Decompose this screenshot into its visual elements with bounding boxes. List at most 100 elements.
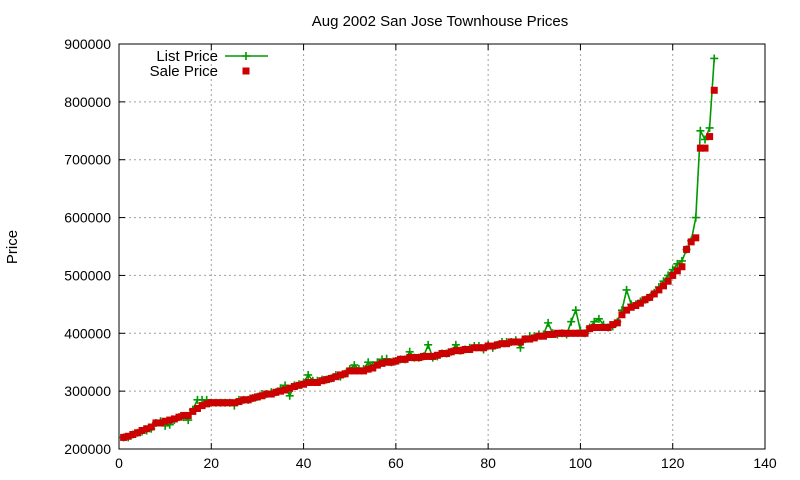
sale-price-point xyxy=(161,417,169,425)
sale-price-point xyxy=(507,338,515,346)
list-price-point xyxy=(594,314,603,323)
sale-price-point xyxy=(540,332,548,340)
list-price-series xyxy=(119,54,719,442)
sale-price-point xyxy=(512,338,520,346)
sale-price-point xyxy=(466,345,474,353)
sale-price-point xyxy=(595,324,603,331)
sale-price-point xyxy=(424,352,432,360)
legend-label-sale-price: Sale Price xyxy=(150,63,218,80)
sale-price-point xyxy=(401,355,409,363)
sale-price-point xyxy=(544,330,552,338)
sale-price-point xyxy=(470,344,478,352)
sale-price-point xyxy=(235,398,243,406)
list-price-point xyxy=(304,370,313,379)
sale-price-point xyxy=(323,376,331,384)
sale-price-point xyxy=(609,321,617,329)
sale-price-point xyxy=(396,355,404,363)
sale-price-point xyxy=(420,352,428,360)
sale-price-point xyxy=(360,367,368,375)
sale-price-point xyxy=(429,352,437,360)
sale-price-point xyxy=(489,342,497,350)
sale-price-point xyxy=(129,431,137,439)
sale-price-point xyxy=(364,365,372,373)
list-price-point xyxy=(622,285,631,294)
sale-price-point xyxy=(503,340,511,348)
sale-price-point xyxy=(673,267,681,275)
sale-price-point xyxy=(452,347,460,355)
sale-price-point xyxy=(212,399,220,407)
y-tick-label: 500000 xyxy=(64,267,111,283)
sale-price-point xyxy=(521,335,529,343)
list-price-point xyxy=(696,126,705,135)
legend-label-list-price: List Price xyxy=(156,48,218,65)
sale-price-point xyxy=(240,396,248,404)
sale-price-point xyxy=(627,303,635,311)
sale-price-point xyxy=(313,378,321,386)
sale-price-point xyxy=(290,383,298,391)
sale-price-point xyxy=(120,433,128,441)
sale-price-point xyxy=(683,245,691,253)
sale-price-point xyxy=(535,332,543,340)
y-tick-label: 400000 xyxy=(64,325,111,341)
list-price-line xyxy=(123,58,715,439)
sale-price-point xyxy=(327,374,335,382)
legend-marker-list-price xyxy=(242,52,250,60)
sale-price-point xyxy=(484,342,492,350)
y-tick-label: 200000 xyxy=(64,441,111,457)
sale-price-point xyxy=(175,413,183,421)
sale-price-point xyxy=(203,400,211,408)
sale-price-point xyxy=(309,378,317,386)
sale-price-point xyxy=(193,405,201,412)
sale-price-point xyxy=(480,344,488,352)
sale-price-point xyxy=(549,330,557,338)
sale-price-point xyxy=(147,423,155,431)
sale-price-point xyxy=(706,133,714,141)
sale-price-point xyxy=(253,393,261,401)
sale-price-point xyxy=(563,329,571,337)
sale-price-point xyxy=(267,390,275,398)
sale-price-point xyxy=(572,329,580,337)
list-price-point xyxy=(544,318,553,327)
list-price-point xyxy=(705,123,714,132)
sale-price-point xyxy=(636,299,644,307)
sale-price-point xyxy=(618,311,626,319)
list-price-point xyxy=(567,317,576,326)
sale-price-series xyxy=(120,86,718,441)
sale-price-point xyxy=(678,263,686,271)
sale-price-point xyxy=(226,399,234,407)
sale-price-point xyxy=(696,144,704,152)
list-price-point xyxy=(424,340,433,349)
sale-price-point xyxy=(369,364,377,372)
sale-price-point xyxy=(346,367,354,375)
sale-price-point xyxy=(530,334,538,342)
sale-price-point xyxy=(447,348,455,356)
sale-price-point xyxy=(710,86,718,94)
sale-price-point xyxy=(498,340,506,348)
sale-price-point xyxy=(350,367,358,375)
sale-price-point xyxy=(701,144,709,152)
sale-price-point xyxy=(590,324,598,331)
sale-price-point xyxy=(258,392,266,400)
sale-price-point xyxy=(318,377,326,385)
x-tick-label: 140 xyxy=(753,455,777,471)
sale-price-point xyxy=(553,329,561,337)
sale-price-point xyxy=(143,425,151,433)
sale-price-point xyxy=(152,419,160,427)
x-tick-label: 20 xyxy=(203,455,219,471)
sale-price-point xyxy=(659,282,667,290)
sale-price-point xyxy=(230,399,238,407)
sale-price-point xyxy=(410,354,418,362)
sale-price-point xyxy=(687,238,695,246)
legend-marker-sale-price xyxy=(242,67,250,75)
axis-ticks: 200000 300000 400000 500000 600000 700000 8000… xyxy=(64,36,777,471)
sale-price-point xyxy=(438,350,446,358)
sale-price-point xyxy=(655,286,663,294)
sale-price-point xyxy=(456,347,464,355)
sale-price-point xyxy=(189,407,197,415)
sale-price-point xyxy=(166,416,174,424)
sale-price-point xyxy=(295,381,303,389)
sale-price-point xyxy=(613,319,621,327)
sale-price-point xyxy=(300,380,308,388)
sale-price-point xyxy=(567,329,575,337)
y-tick-label: 700000 xyxy=(64,152,111,168)
